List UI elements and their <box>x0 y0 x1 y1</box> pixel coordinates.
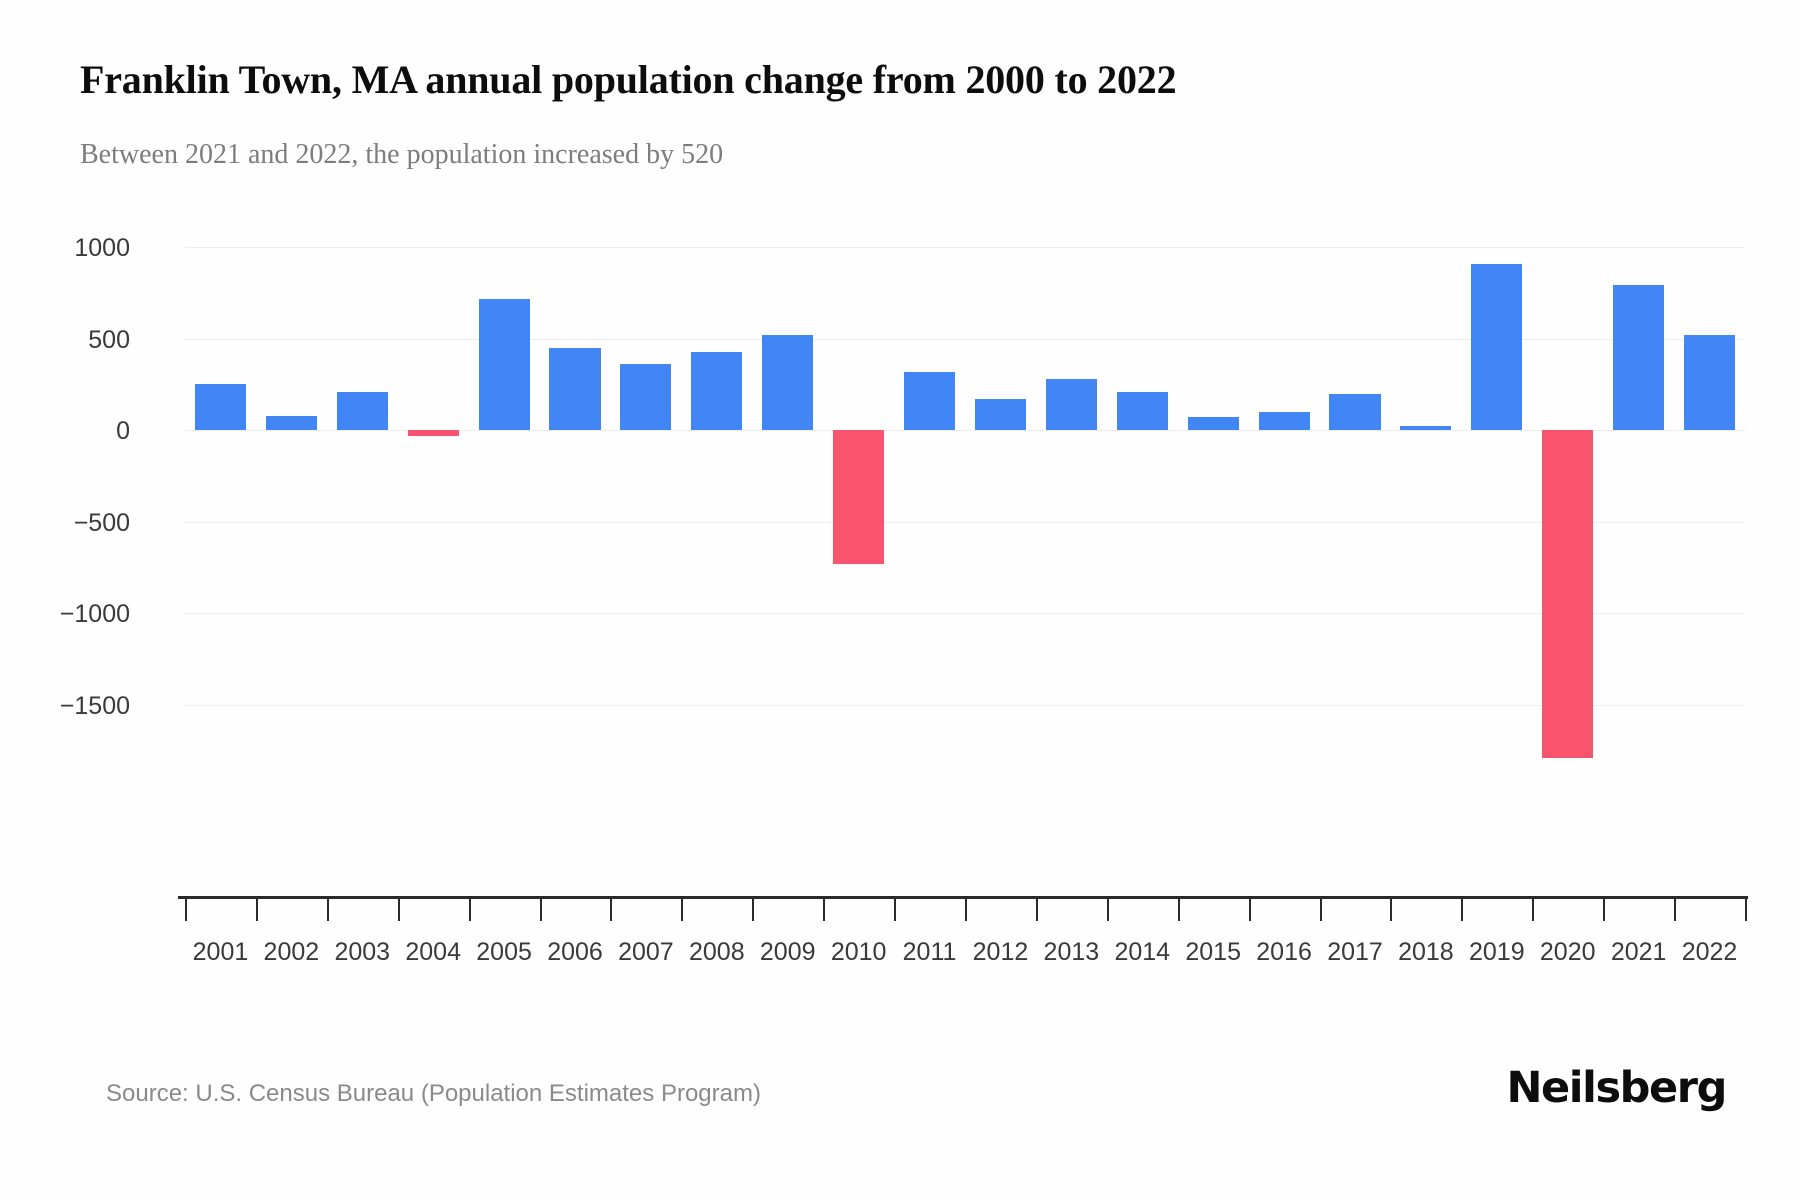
bar-2017[interactable] <box>1329 394 1381 431</box>
x-axis-tick <box>539 899 542 921</box>
y-axis-tick-label: 1000 <box>74 234 130 262</box>
bar-2020[interactable] <box>1542 430 1594 759</box>
x-axis-label-2002: 2002 <box>263 938 320 966</box>
x-axis-label-2009: 2009 <box>759 938 816 966</box>
bar-2005[interactable] <box>478 299 530 431</box>
x-axis-tick <box>610 899 613 921</box>
x-axis-line <box>178 896 1748 899</box>
bar-2016[interactable] <box>1258 411 1310 431</box>
bar-2008[interactable] <box>691 352 743 431</box>
x-axis-label-2017: 2017 <box>1327 938 1383 966</box>
x-axis-tick <box>1319 899 1322 921</box>
bar-2019[interactable] <box>1471 264 1523 431</box>
y-axis-tick-label: 500 <box>88 325 130 354</box>
x-axis-tick <box>823 899 826 921</box>
bar-2015[interactable] <box>1187 417 1239 431</box>
x-axis-label-2003: 2003 <box>334 938 391 966</box>
bar-2001[interactable] <box>194 384 246 431</box>
x-axis-label-2010: 2010 <box>830 938 887 966</box>
bar-2013[interactable] <box>1045 378 1097 431</box>
x-axis-tick <box>185 899 187 921</box>
y-axis-tick-label: 0 <box>116 417 130 446</box>
x-axis-label-2015: 2015 <box>1185 938 1241 966</box>
x-axis-label-2001: 2001 <box>192 938 249 966</box>
gridline <box>185 705 1745 706</box>
gridline <box>185 247 1745 248</box>
bar-series <box>185 247 1745 759</box>
x-axis-tick <box>326 899 329 921</box>
x-axis-tick <box>1461 899 1464 921</box>
page-title: Franklin Town, MA annual population chan… <box>80 57 1177 102</box>
gridline <box>185 338 1745 340</box>
x-axis-tick <box>752 899 755 921</box>
source-note: Source: U.S. Census Bureau (Population E… <box>106 1080 761 1107</box>
bar-2010[interactable] <box>833 430 885 564</box>
bar-2011[interactable] <box>904 371 956 431</box>
y-axis-tick-label: −1500 <box>59 692 130 720</box>
y-axis-tick-label: −500 <box>73 508 130 537</box>
x-axis-label-2016: 2016 <box>1256 938 1312 966</box>
x-axis-tick <box>1248 899 1251 921</box>
bar-2009[interactable] <box>762 334 814 431</box>
x-axis-tick <box>1177 899 1180 921</box>
bar-2018[interactable] <box>1400 425 1452 431</box>
bar-2022[interactable] <box>1684 334 1736 431</box>
x-axis-tick <box>468 899 471 921</box>
bar-2012[interactable] <box>974 399 1026 431</box>
x-axis-tick <box>1106 899 1109 921</box>
chart-subtitle: Between 2021 and 2022, the population in… <box>80 139 724 170</box>
x-axis-tick <box>397 899 400 921</box>
bar-2002[interactable] <box>265 416 317 431</box>
gridline <box>185 430 1745 432</box>
x-axis-label-2005: 2005 <box>476 938 532 966</box>
x-axis-label-2021: 2021 <box>1610 938 1667 966</box>
x-axis-tick <box>681 899 684 921</box>
x-axis-tick <box>255 899 258 921</box>
x-axis-label-2006: 2006 <box>547 938 603 966</box>
bar-2006[interactable] <box>549 347 601 431</box>
x-axis-label-2019: 2019 <box>1469 938 1525 966</box>
bar-2003[interactable] <box>336 391 388 431</box>
gridline <box>185 521 1745 523</box>
x-axis-label-2008: 2008 <box>689 938 745 966</box>
bar-2014[interactable] <box>1116 391 1168 431</box>
x-axis-tick <box>1603 899 1606 921</box>
y-axis-tick-label: −1000 <box>59 600 130 629</box>
x-axis-label-2004: 2004 <box>405 938 461 966</box>
x-axis-tick <box>1532 899 1535 921</box>
x-axis-tick <box>894 899 897 921</box>
bar-2021[interactable] <box>1613 284 1665 431</box>
brand-logo: Neilsberg <box>1506 1063 1727 1113</box>
x-axis-label-2020: 2020 <box>1539 938 1596 966</box>
x-axis-label-2007: 2007 <box>618 938 674 966</box>
x-axis-label-2018: 2018 <box>1398 938 1454 966</box>
x-axis-label-2022: 2022 <box>1681 938 1738 966</box>
x-axis-tick <box>965 899 967 921</box>
x-axis-tick <box>1674 899 1677 921</box>
x-axis-label-2012: 2012 <box>972 938 1029 966</box>
bar-2004[interactable] <box>407 430 459 436</box>
x-axis-label-2014: 2014 <box>1114 938 1171 966</box>
x-axis-label-2013: 2013 <box>1043 938 1100 966</box>
bar-2007[interactable] <box>620 364 672 431</box>
x-axis-tick <box>1745 899 1747 921</box>
x-axis-tick <box>1390 899 1393 921</box>
gridline <box>185 613 1745 615</box>
plot-area: 1000 500 0 −500 −1000 −1500 <box>60 234 1745 720</box>
x-axis-label-2011: 2011 <box>902 938 957 966</box>
x-axis-tick <box>1035 899 1038 921</box>
